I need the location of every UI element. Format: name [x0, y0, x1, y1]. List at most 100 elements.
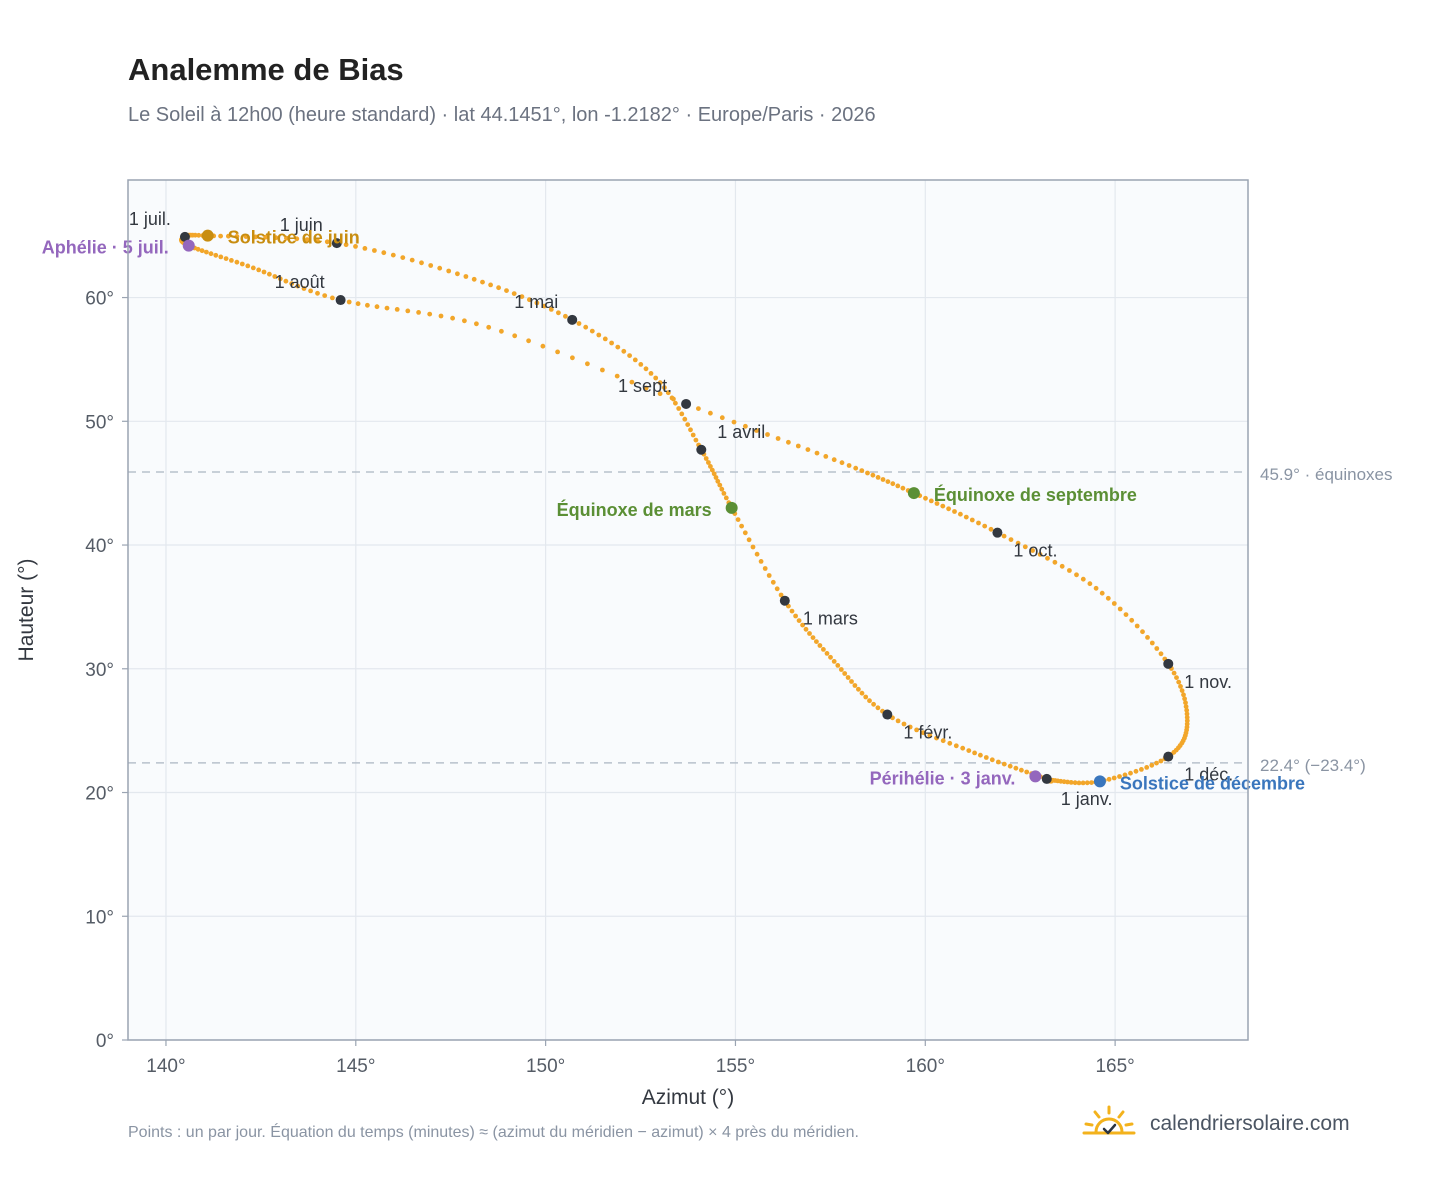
daily-sun-point	[1182, 696, 1187, 702]
daily-sun-point	[690, 432, 696, 438]
daily-sun-point	[988, 526, 994, 532]
chart-title: Analemme de Bias	[128, 52, 404, 87]
daily-sun-point	[774, 586, 780, 592]
y-tick-label: 0°	[96, 1031, 114, 1052]
daily-sun-point	[1030, 548, 1035, 553]
y-tick-label: 20°	[85, 784, 114, 805]
daily-sun-point	[1133, 768, 1139, 774]
brand[interactable]: calendriersolaire.com	[1082, 1104, 1350, 1144]
sun-check-icon	[1082, 1104, 1136, 1145]
daily-sun-point	[400, 255, 406, 260]
daily-sun-point	[1171, 670, 1177, 676]
month-marker	[882, 709, 893, 720]
daily-sun-point	[859, 468, 865, 473]
month-label: 1 avril	[717, 422, 765, 442]
daily-sun-point	[583, 324, 589, 330]
daily-sun-point	[750, 544, 756, 550]
daily-sun-point	[405, 308, 411, 314]
daily-sun-point	[1105, 595, 1111, 601]
daily-sun-point	[512, 333, 518, 339]
daily-sun-point	[213, 252, 219, 258]
daily-sun-point	[1140, 629, 1145, 635]
daily-sun-point	[723, 495, 729, 501]
daily-sun-point	[511, 291, 517, 296]
footnote: Points : un par jour. Équation du temps …	[128, 1124, 859, 1141]
daily-sun-point	[778, 592, 784, 598]
month-label: 1 mars	[803, 609, 858, 629]
daily-sun-point	[540, 343, 546, 349]
daily-sun-point	[499, 328, 504, 334]
daily-sun-point	[960, 745, 966, 751]
month-label: 1 oct.	[1013, 541, 1057, 561]
y-axis-label: Hauteur (°)	[15, 559, 38, 662]
key-points: Solstice de juin Aphélie · 5 juil. Équinox…	[42, 228, 1305, 794]
daily-sun-point	[455, 271, 460, 277]
daily-sun-point	[450, 315, 455, 321]
daily-sun-point	[372, 248, 377, 253]
month-label: 1 mai	[514, 292, 558, 312]
daily-sun-point	[446, 268, 452, 274]
daily-sun-point	[1076, 780, 1082, 786]
daily-sun-point	[824, 651, 830, 656]
daily-sun-point	[795, 443, 801, 449]
daily-sun-point	[486, 324, 492, 330]
daily-sun-point	[563, 313, 568, 319]
daily-sun-point	[324, 239, 330, 245]
daily-sun-point	[805, 447, 811, 452]
month-marker	[331, 238, 342, 249]
daily-sun-point	[679, 411, 685, 417]
daily-sun-point	[978, 752, 983, 758]
daily-sun-point	[602, 336, 608, 342]
key-point-label: Solstice de décembre	[1120, 773, 1305, 793]
daily-sun-point	[907, 724, 913, 730]
daily-sun-point	[946, 506, 951, 512]
daily-sun-point	[474, 321, 479, 327]
daily-sun-point	[1089, 780, 1094, 785]
daily-sun-point	[384, 305, 390, 311]
key-point-marker	[907, 487, 920, 500]
daily-sun-point	[1179, 688, 1185, 693]
daily-sun-point	[504, 288, 509, 293]
daily-sun-point	[856, 686, 861, 692]
key-point-label: Équinoxe de mars	[557, 499, 712, 520]
daily-sun-point	[263, 234, 268, 240]
daily-sun-point	[927, 733, 933, 738]
daily-sun-point	[267, 271, 272, 277]
plot-area	[128, 180, 1248, 1040]
daily-sun-point	[746, 537, 752, 543]
daily-sun-point	[1181, 692, 1186, 698]
daily-sun-point	[272, 274, 278, 279]
daily-sun-point	[657, 391, 663, 397]
daily-sun-point	[715, 478, 721, 484]
daily-sun-point	[711, 471, 717, 477]
daily-sun-point	[527, 297, 532, 303]
month-marker	[335, 295, 346, 306]
x-tick-label: 145°	[336, 1056, 375, 1077]
daily-sun-point	[548, 307, 554, 312]
daily-sun-point	[239, 261, 245, 267]
daily-sun-point	[1123, 612, 1129, 617]
daily-sun-point	[638, 362, 644, 367]
month-marker	[1163, 658, 1174, 669]
daily-sun-point	[1183, 704, 1189, 709]
daily-sun-point	[983, 755, 989, 760]
daily-sun-point	[643, 385, 649, 391]
daily-sun-point	[1149, 640, 1155, 646]
daily-sun-point	[355, 301, 361, 307]
daily-sun-point	[739, 523, 744, 529]
daily-sun-point	[657, 380, 663, 386]
daily-sun-point	[814, 639, 819, 644]
daily-sun-point	[526, 338, 531, 344]
daily-sun-point	[1015, 540, 1021, 546]
daily-sun-point	[627, 353, 632, 358]
daily-sun-point	[346, 299, 352, 305]
daily-sun-point	[719, 486, 725, 492]
daily-sun-point	[895, 483, 901, 489]
daily-sun-point	[234, 234, 240, 239]
daily-sun-point	[488, 282, 493, 288]
daily-sun-point	[852, 683, 858, 688]
daily-sun-point	[204, 249, 209, 255]
daily-sun-point	[814, 450, 820, 456]
daily-sun-point	[859, 690, 865, 696]
daily-sun-point	[982, 523, 988, 529]
